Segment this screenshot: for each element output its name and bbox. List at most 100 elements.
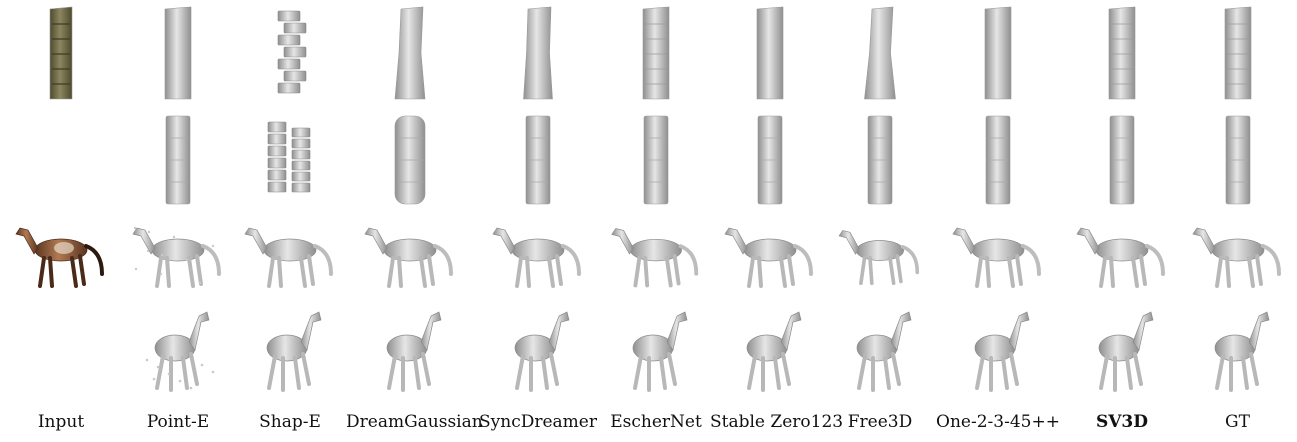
input-image [15,227,104,288]
mesh-render [394,115,426,205]
mesh-render [244,227,333,288]
render-block-tower-side-gt [1178,105,1297,215]
render-grid [0,0,1297,400]
mesh-render [1076,227,1165,288]
render-horse-side-free3d [830,215,930,295]
mesh-render [1109,115,1135,205]
render-horse-three-quarter-free3d [830,295,930,400]
mesh-render [386,311,442,392]
render-block-tower-front-sv3d [1066,0,1178,105]
mesh-render [838,229,920,285]
render-horse-side-syncdreamer [474,215,602,295]
render-block-tower-side-sv3d [1066,105,1178,215]
mesh-render [632,311,688,392]
mesh-render [1224,6,1251,99]
column-label-shap_e: Shap-E [259,412,321,432]
mesh-render [611,227,699,287]
mesh-render [724,227,813,288]
render-block-tower-front-gt [1178,0,1297,105]
column-label-gt: GT [1225,412,1250,432]
mesh-render [164,6,192,99]
column-label-input: Input [37,412,85,432]
render-horse-three-quarter-point_e [122,295,234,400]
render-horse-three-quarter-gt [1178,295,1297,400]
render-horse-three-quarter-one2345pp [930,295,1066,400]
column-label-point_e: Point-E [146,412,210,432]
mesh-render [267,121,311,193]
render-horse-side-point_e [122,215,234,295]
render-block-tower-front-point_e [122,0,234,105]
mesh-render [523,6,553,99]
mesh-render [867,115,893,205]
render-horse-side-sv3d [1066,215,1178,295]
render-block-tower-front-free3d [830,0,930,105]
render-block-tower-side-syncdreamer [474,105,602,215]
column-label-eschernet: EscherNet [610,412,702,432]
render-block-tower-side-free3d [830,105,930,215]
render-block-tower-front-dreamgaussian [346,0,474,105]
input-image [49,6,73,99]
render-block-tower-front-syncdreamer [474,0,602,105]
render-horse-three-quarter-eschernet [602,295,710,400]
render-block-tower-side-point_e [122,105,234,215]
render-horse-three-quarter-syncdreamer [474,295,602,400]
render-block-tower-side-input [0,105,122,215]
mesh-render [643,115,669,205]
render-horse-three-quarter-shap_e [234,295,346,400]
mesh-render [642,6,670,99]
mesh-render [1225,115,1250,205]
column-label-sv3d: SV3D [1095,412,1149,432]
mesh-render [864,6,896,99]
mesh-render [1191,227,1281,288]
render-block-tower-side-stable_zero123 [710,105,830,215]
mesh-render [266,311,322,392]
column-label-syncdreamer: SyncDreamer [479,412,597,432]
render-block-tower-side-eschernet [602,105,710,215]
mesh-render [514,311,570,392]
render-block-tower-front-input [0,0,122,105]
mesh-render [1214,311,1269,392]
column-label-stable_zero123: Stable Zero123 [710,412,844,432]
mesh-render [974,311,1030,392]
render-horse-three-quarter-stable_zero123 [710,295,830,400]
render-horse-three-quarter-sv3d [1066,295,1178,400]
render-block-tower-front-one2345pp [930,0,1066,105]
render-horse-side-dreamgaussian [346,215,474,295]
mesh-render [492,227,581,288]
mesh-render [756,6,784,99]
render-horse-side-shap_e [234,215,346,295]
method-labels: Input Point-E Shap-E DreamGaussian SyncDream… [0,404,1297,440]
render-block-tower-side-one2345pp [930,105,1066,215]
mesh-render [145,311,215,392]
render-horse-side-one2345pp [930,215,1066,295]
render-horse-side-eschernet [602,215,710,295]
mesh-render [985,115,1011,205]
mesh-render [277,10,307,93]
render-horse-side-input [0,215,122,295]
render-block-tower-front-shap_e [234,0,346,105]
render-horse-side-gt [1178,215,1297,295]
render-block-tower-front-stable_zero123 [710,0,830,105]
mesh-render [394,6,426,99]
mesh-render [952,227,1041,288]
mesh-render [1108,6,1136,99]
mesh-render [165,115,191,205]
render-horse-side-stable_zero123 [710,215,830,295]
render-horse-three-quarter-input [0,295,122,400]
mesh-render [984,6,1012,99]
column-label-free3d: Free3D [847,412,913,432]
mesh-render [364,227,453,288]
mesh-render [746,311,802,392]
mesh-render [132,226,221,288]
mesh-render [525,115,551,205]
mesh-render [1098,311,1154,392]
render-block-tower-side-shap_e [234,105,346,215]
render-block-tower-side-dreamgaussian [346,105,474,215]
mesh-render [757,115,783,205]
render-horse-three-quarter-dreamgaussian [346,295,474,400]
column-label-one2345pp: One-2-3-45++ [936,412,1060,432]
mesh-render [856,311,912,392]
column-label-dreamgaussian: DreamGaussian [346,412,483,432]
render-block-tower-front-eschernet [602,0,710,105]
